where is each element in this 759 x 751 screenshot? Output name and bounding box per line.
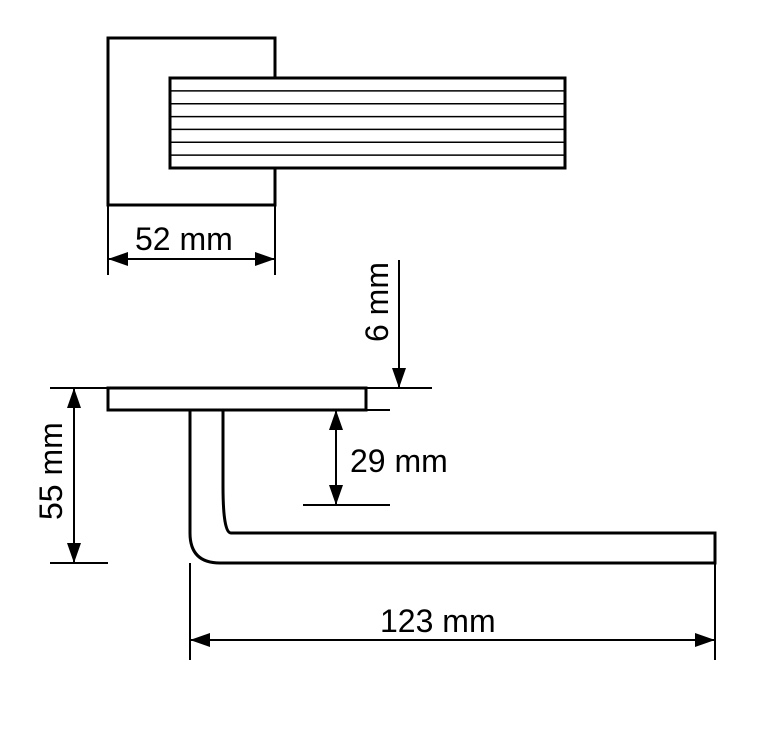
arrowhead [108, 252, 128, 266]
dim-label: 6 mm [359, 262, 395, 342]
dim-label: 55 mm [33, 422, 69, 520]
side-view-lever [190, 410, 715, 563]
arrowhead [695, 633, 715, 647]
side-view-plate [108, 388, 366, 410]
arrowhead [255, 252, 275, 266]
arrowhead [67, 543, 81, 563]
dim-label: 29 mm [350, 443, 448, 479]
arrowhead [329, 410, 343, 430]
arrowhead [329, 485, 343, 505]
arrowhead [392, 368, 406, 388]
arrowhead [67, 388, 81, 408]
arrowhead [190, 633, 210, 647]
dim-label: 52 mm [135, 221, 233, 257]
dim-label: 123 mm [380, 603, 496, 639]
